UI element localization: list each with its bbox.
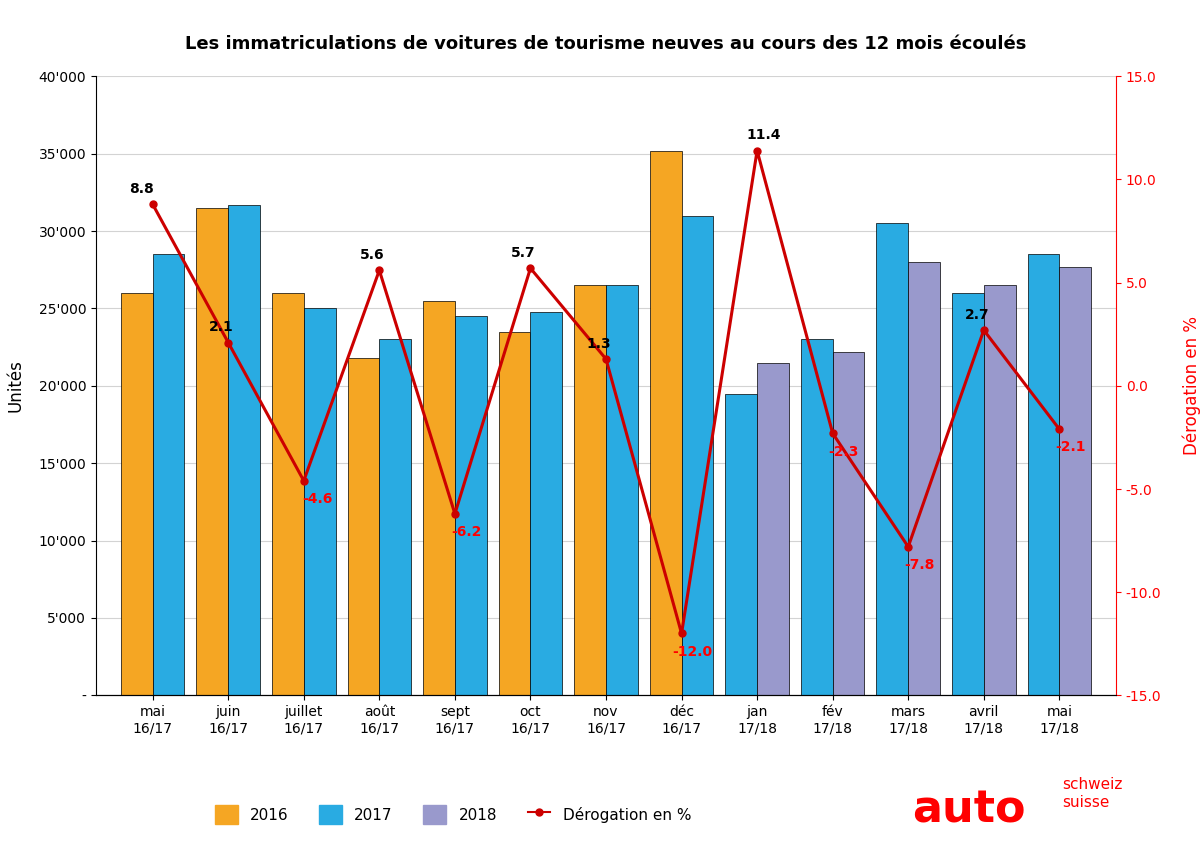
Bar <box>575 285 606 695</box>
Text: schweiz
suisse: schweiz suisse <box>1062 778 1122 810</box>
Bar <box>197 208 228 695</box>
Bar <box>348 358 379 695</box>
Text: -2.3: -2.3 <box>828 444 859 459</box>
Bar <box>272 293 304 695</box>
Title: Les immatriculations de voitures de tourisme neuves au cours des 12 mois écoulés: Les immatriculations de voitures de tour… <box>185 35 1027 53</box>
Text: -2.1: -2.1 <box>1055 440 1086 455</box>
Bar <box>228 204 260 695</box>
Bar <box>833 352 864 695</box>
Bar <box>121 293 152 695</box>
Bar <box>952 293 984 695</box>
Text: -7.8: -7.8 <box>904 558 935 572</box>
Text: -6.2: -6.2 <box>451 525 481 539</box>
Text: 5.7: 5.7 <box>511 246 536 260</box>
Text: 11.4: 11.4 <box>746 129 781 142</box>
Text: -4.6: -4.6 <box>302 492 332 506</box>
Bar <box>682 215 713 695</box>
Bar <box>725 393 757 695</box>
Text: 5.6: 5.6 <box>360 248 385 262</box>
Bar <box>455 316 487 695</box>
Bar <box>424 301 455 695</box>
Bar <box>1060 266 1091 695</box>
Text: 1.3: 1.3 <box>587 337 611 351</box>
Bar <box>757 363 788 695</box>
Bar <box>379 339 412 695</box>
Bar <box>800 339 833 695</box>
Text: -12.0: -12.0 <box>673 644 713 659</box>
Bar <box>606 285 637 695</box>
Legend: 2016, 2017, 2018, Dérogation en %: 2016, 2017, 2018, Dérogation en % <box>215 806 691 824</box>
Y-axis label: Dérogation en %: Dérogation en % <box>1182 316 1200 455</box>
Text: 2.1: 2.1 <box>209 321 234 334</box>
Bar <box>650 151 682 695</box>
Y-axis label: Unités: Unités <box>7 360 25 412</box>
Bar <box>152 254 185 695</box>
Text: auto: auto <box>912 788 1026 831</box>
Text: 8.8: 8.8 <box>130 182 154 196</box>
Text: 2.7: 2.7 <box>965 308 989 322</box>
Bar <box>530 311 562 695</box>
Bar <box>908 262 940 695</box>
Bar <box>984 285 1015 695</box>
Bar <box>876 223 908 695</box>
Bar <box>304 309 336 695</box>
Bar <box>1027 254 1060 695</box>
Bar <box>499 332 530 695</box>
